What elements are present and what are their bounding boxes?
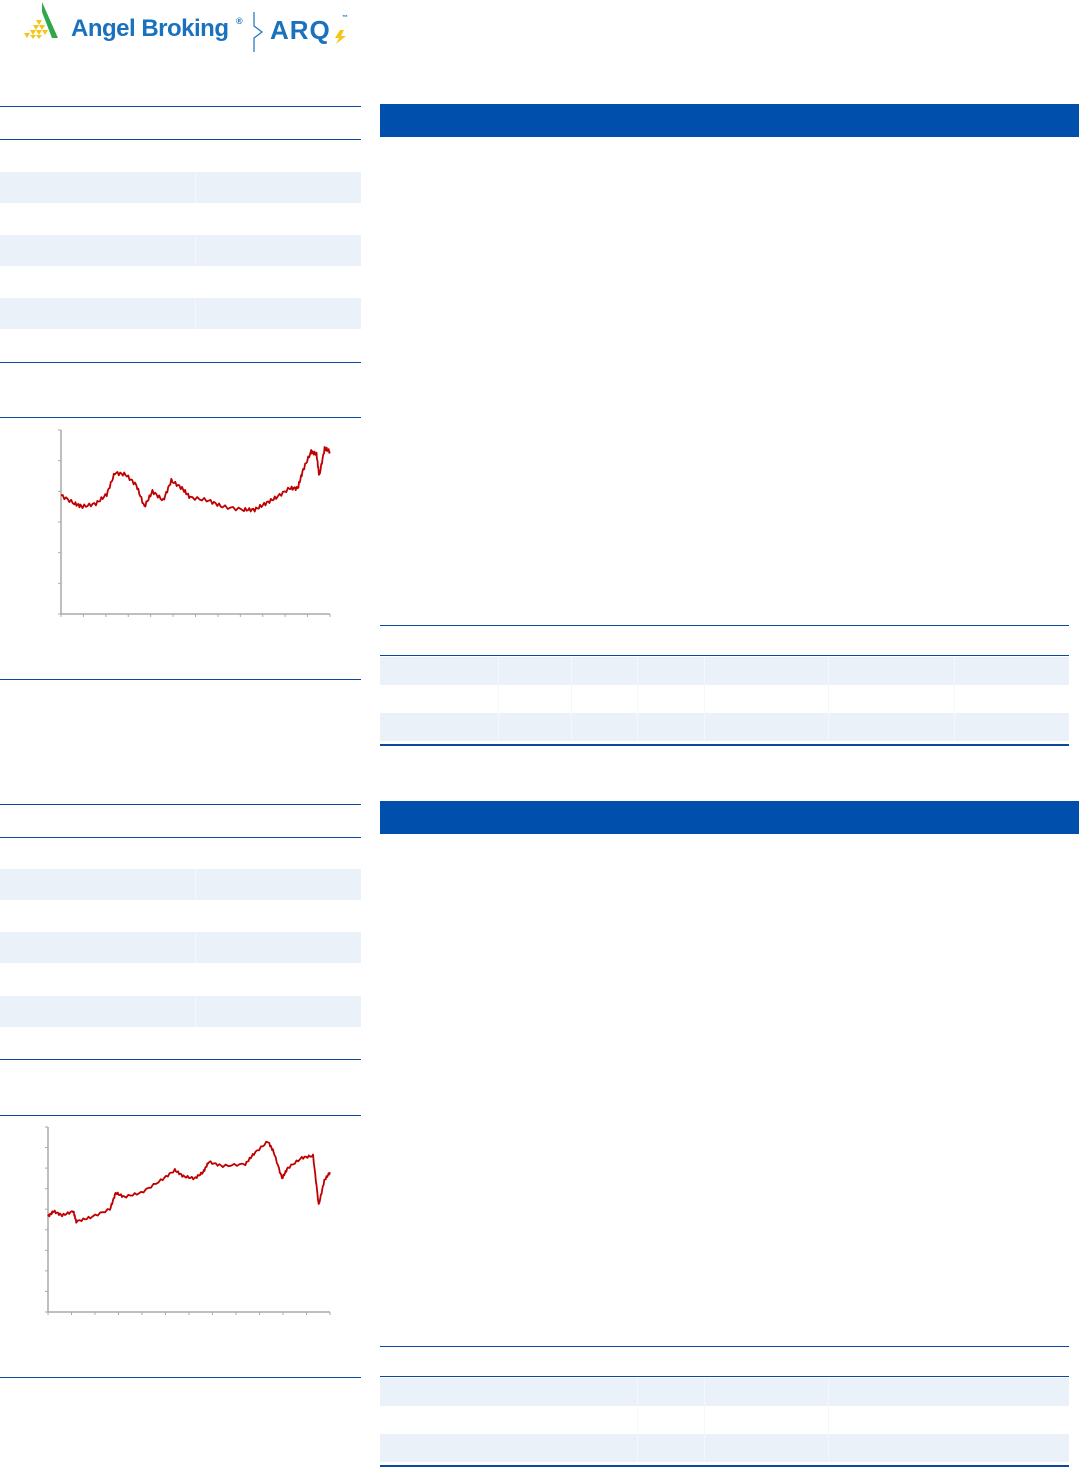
price-chart-1 xyxy=(58,429,331,617)
divider xyxy=(0,1059,361,1060)
divider xyxy=(0,362,361,363)
divider xyxy=(380,744,1069,746)
section-header-bar xyxy=(380,104,1079,137)
divider xyxy=(380,1346,1069,1347)
divider xyxy=(380,655,1069,656)
table-row xyxy=(380,657,1069,685)
price-line xyxy=(47,1140,331,1224)
logo-registered-mark: ® xyxy=(236,16,243,26)
divider xyxy=(0,1377,361,1378)
table-row xyxy=(380,1378,1069,1406)
angel-triangle-logo-icon xyxy=(24,2,58,39)
divider xyxy=(0,804,361,805)
table-row xyxy=(0,172,361,203)
column-divider xyxy=(704,1378,705,1462)
table-row xyxy=(380,1434,1069,1462)
column-divider xyxy=(195,298,196,329)
price-line xyxy=(60,446,331,513)
column-divider xyxy=(637,1378,638,1462)
divider xyxy=(0,417,361,418)
column-divider xyxy=(637,657,638,741)
table-row xyxy=(0,996,361,1027)
column-divider xyxy=(828,657,829,741)
table-row xyxy=(0,932,361,963)
column-divider xyxy=(195,996,196,1027)
table-row xyxy=(0,869,361,900)
logo-product-text: ARQ xyxy=(270,15,331,45)
divider xyxy=(0,837,361,838)
divider xyxy=(0,139,361,140)
column-divider xyxy=(195,932,196,963)
price-chart-2 xyxy=(45,1126,331,1315)
divider xyxy=(380,1376,1069,1377)
logo-brand-text: Angel Broking xyxy=(71,15,229,42)
column-divider xyxy=(704,657,705,741)
divider xyxy=(380,625,1069,626)
column-divider xyxy=(195,172,196,203)
column-divider xyxy=(828,1378,829,1462)
divider xyxy=(0,679,361,680)
table-row xyxy=(0,298,361,329)
section-header-bar xyxy=(380,801,1079,834)
divider xyxy=(380,1465,1069,1467)
column-divider xyxy=(571,657,572,741)
logo-trademark: ™ xyxy=(342,15,348,21)
logo-divider-icon xyxy=(253,12,263,52)
column-divider xyxy=(498,657,499,741)
column-divider xyxy=(954,657,955,741)
table-row xyxy=(0,235,361,266)
divider xyxy=(0,1115,361,1116)
column-divider xyxy=(195,235,196,266)
column-divider xyxy=(195,869,196,900)
table-row xyxy=(380,713,1069,741)
divider xyxy=(0,106,361,107)
lightning-icon xyxy=(335,30,346,44)
